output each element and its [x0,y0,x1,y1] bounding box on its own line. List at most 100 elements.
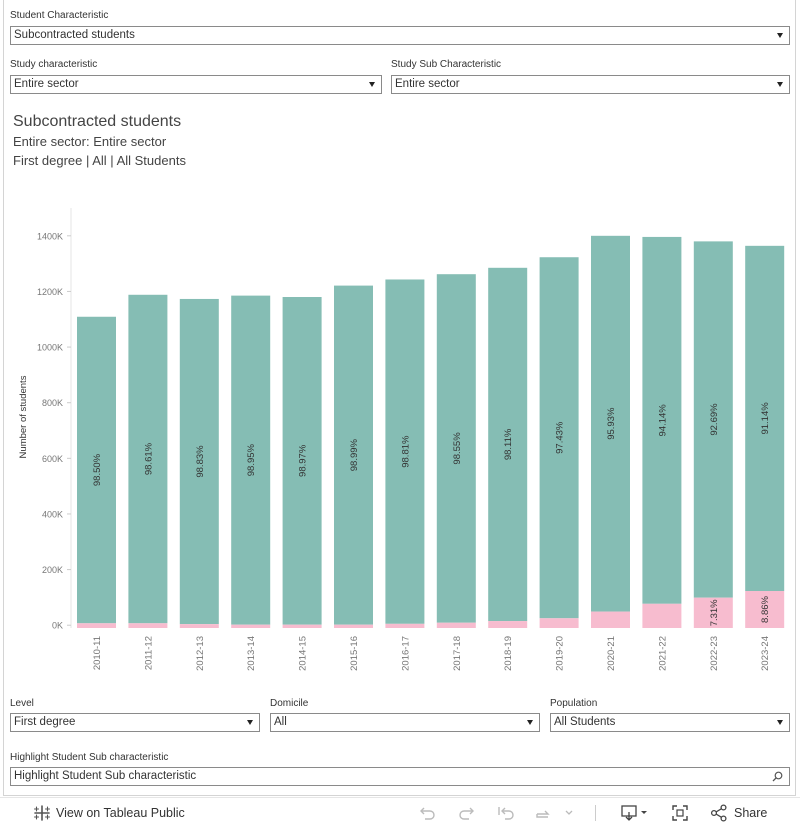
refresh-button[interactable] [534,803,574,823]
domicile-label: Domicile [270,698,309,709]
dropdown-arrow-icon [527,720,533,725]
bar-highlight-label: 7.31% [709,599,720,626]
bar-main[interactable] [693,241,733,598]
bar-highlight[interactable] [282,624,322,628]
bar-value-label: 98.83% [195,445,206,478]
bar-highlight[interactable] [128,623,168,628]
study-sub-characteristic-value: Entire sector [395,78,460,90]
study-characteristic-dropdown[interactable]: Entire sector [10,75,382,94]
bar-chart: Number of students 0K 200K 400K 600K 800K 100… [18,208,785,671]
download-icon [621,805,647,821]
dropdown-arrow-icon [777,33,783,38]
y-tick-label: 600K [42,454,63,464]
population-value: All Students [554,716,616,728]
chart-filter-summary: First degree | All | All Students [13,153,186,168]
level-value: First degree [14,716,76,728]
bar-main[interactable] [436,274,476,623]
bar-main[interactable] [539,257,579,619]
bar-highlight[interactable] [693,597,733,628]
chart-heading: Subcontracted students Entire sector: En… [13,112,186,170]
bar-value-label: 94.14% [657,404,668,437]
bar-highlight[interactable] [539,618,579,628]
toolbar-divider [595,803,596,823]
x-tick-label: 2021-22 [657,636,668,671]
x-tick-label: 2018-19 [503,636,514,671]
bar-highlight-label: 8.86% [760,595,771,622]
bar-main[interactable] [128,294,168,624]
y-tick-label: 200K [42,565,63,575]
study-sub-characteristic-label: Study Sub Characteristic [391,59,502,70]
bar-main[interactable] [282,297,322,625]
x-tick-label: 2017-18 [452,636,463,671]
bar-main[interactable] [488,267,528,622]
highlight-search-input[interactable]: Highlight Student Sub characteristic [10,767,790,786]
bar-main[interactable] [591,235,630,612]
student-characteristic-label: Student Characteristic [10,10,109,21]
y-axis-label: Number of students [18,375,29,458]
tableau-toolbar: View on Tableau Public [0,797,800,828]
study-characteristic-value: Entire sector [14,78,79,90]
bar-highlight[interactable] [745,591,785,628]
bar-value-label: 98.99% [349,438,360,471]
redo-button[interactable] [456,803,476,823]
y-tick-label: 800K [42,398,63,408]
dropdown-arrow-icon [777,82,783,87]
download-button[interactable] [620,803,652,823]
population-dropdown[interactable]: All Students [550,713,790,732]
level-dropdown[interactable]: First degree [10,713,260,732]
bar-main[interactable] [77,316,116,624]
view-on-tableau-public-label: View on Tableau Public [56,806,185,820]
bar-highlight[interactable] [591,611,630,628]
y-tick-label: 400K [42,509,63,519]
dropdown-arrow-icon [777,720,783,725]
undo-icon [420,807,435,820]
study-sub-characteristic-dropdown[interactable]: Entire sector [391,75,790,94]
x-tick-label: 2012-13 [195,636,206,671]
revert-button[interactable] [496,803,516,823]
bar-highlight[interactable] [334,624,373,628]
bar-highlight[interactable] [231,624,271,628]
student-characteristic-dropdown[interactable]: Subcontracted students [10,26,790,45]
y-tick-label: 0K [52,621,63,631]
share-button[interactable]: Share [710,803,767,823]
search-icon [772,771,783,782]
bar-highlight[interactable] [642,603,682,628]
x-tick-label: 2023-24 [760,636,771,671]
study-characteristic-label: Study characteristic [10,59,98,70]
bar-highlight[interactable] [488,621,528,628]
bar-main[interactable] [642,236,682,604]
redo-icon [459,807,474,820]
highlight-placeholder: Highlight Student Sub characteristic [14,770,197,782]
bar-main[interactable] [745,245,785,592]
domicile-value: All [274,716,287,728]
bar-main[interactable] [179,298,219,625]
refresh-icon [536,810,573,818]
share-icon [710,804,727,822]
bar-value-label: 98.50% [92,453,103,486]
bar-highlight[interactable] [77,623,116,628]
fullscreen-icon [672,805,688,821]
level-label: Level [10,698,34,709]
bar-main[interactable] [334,285,373,625]
bar-value-label: 98.81% [400,435,411,468]
bar-highlight[interactable] [385,623,425,628]
bar-value-label: 95.93% [606,407,617,440]
bar-highlight[interactable] [179,624,219,628]
chart-title: Subcontracted students [13,113,182,130]
bar-main[interactable] [385,279,425,624]
y-tick-label: 1400K [37,231,63,241]
x-tick-label: 2020-21 [606,636,617,671]
view-on-tableau-public-link[interactable]: View on Tableau Public [33,803,185,823]
domicile-dropdown[interactable]: All [270,713,540,732]
bar-highlight[interactable] [436,622,476,628]
undo-button[interactable] [418,803,438,823]
fullscreen-button[interactable] [671,803,689,823]
x-tick-label: 2019-20 [555,636,566,671]
y-tick-label: 1000K [37,343,63,353]
dropdown-arrow-icon [247,720,253,725]
bar-value-label: 98.95% [246,443,257,476]
bar-value-label: 92.69% [709,403,720,436]
bar-value-label: 91.14% [760,402,771,435]
x-tick-label: 2013-14 [246,636,257,671]
bar-main[interactable] [231,295,271,625]
